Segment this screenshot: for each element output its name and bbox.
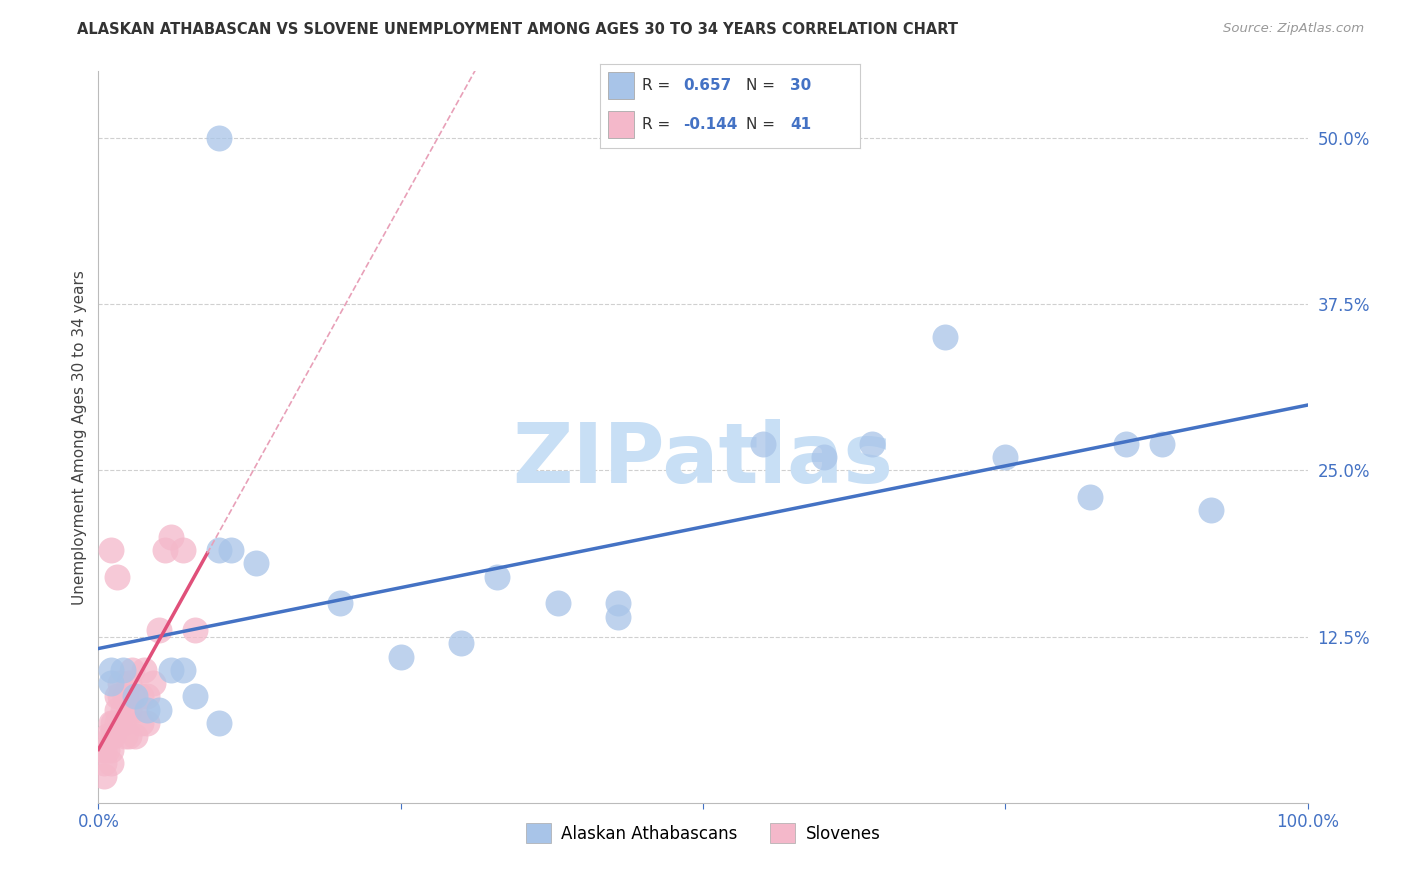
Point — [813, 450, 835, 464]
Point — [450, 636, 472, 650]
Point — [111, 716, 134, 731]
Point — [160, 530, 183, 544]
Point — [129, 690, 152, 704]
Point — [208, 543, 231, 558]
Point — [142, 676, 165, 690]
Point — [101, 716, 124, 731]
Point — [93, 769, 115, 783]
Point — [93, 756, 115, 770]
Point — [108, 690, 131, 704]
Point — [100, 663, 122, 677]
Point — [124, 729, 146, 743]
Point — [1199, 503, 1222, 517]
Point — [108, 716, 131, 731]
Point — [114, 690, 136, 704]
Point — [118, 703, 141, 717]
Point — [105, 690, 128, 704]
Point — [121, 690, 143, 704]
Point — [100, 756, 122, 770]
Point — [114, 729, 136, 743]
Text: ZIPatlas: ZIPatlas — [513, 418, 893, 500]
Point — [221, 543, 243, 558]
Point — [135, 690, 157, 704]
Point — [184, 690, 207, 704]
Point — [1078, 490, 1101, 504]
Point — [96, 729, 118, 743]
Y-axis label: Unemployment Among Ages 30 to 34 years: Unemployment Among Ages 30 to 34 years — [72, 269, 87, 605]
Point — [118, 729, 141, 743]
Point — [148, 703, 170, 717]
Point — [160, 663, 183, 677]
Point — [994, 450, 1017, 464]
Point — [752, 436, 775, 450]
Point — [124, 690, 146, 704]
Point — [96, 742, 118, 756]
Point — [172, 663, 194, 677]
Point — [129, 716, 152, 731]
Point — [486, 570, 509, 584]
Point — [108, 676, 131, 690]
Text: Source: ZipAtlas.com: Source: ZipAtlas.com — [1223, 22, 1364, 36]
Point — [105, 570, 128, 584]
Point — [111, 663, 134, 677]
Point — [105, 716, 128, 731]
Point — [245, 557, 267, 571]
Point — [547, 596, 569, 610]
Point — [100, 742, 122, 756]
Point — [124, 703, 146, 717]
Point — [860, 436, 883, 450]
Point — [135, 703, 157, 717]
Point — [184, 623, 207, 637]
Point — [607, 596, 630, 610]
Point — [100, 543, 122, 558]
Point — [607, 609, 630, 624]
Point — [118, 676, 141, 690]
Point — [134, 663, 156, 677]
Point — [105, 703, 128, 717]
Point — [100, 716, 122, 731]
Point — [934, 330, 956, 344]
Point — [93, 742, 115, 756]
Point — [208, 716, 231, 731]
Legend: Alaskan Athabascans, Slovenes: Alaskan Athabascans, Slovenes — [519, 817, 887, 849]
Point — [329, 596, 352, 610]
Point — [389, 649, 412, 664]
Point — [101, 729, 124, 743]
Point — [153, 543, 176, 558]
Point — [111, 703, 134, 717]
Point — [1115, 436, 1137, 450]
Point — [1152, 436, 1174, 450]
Text: ALASKAN ATHABASCAN VS SLOVENE UNEMPLOYMENT AMONG AGES 30 TO 34 YEARS CORRELATION: ALASKAN ATHABASCAN VS SLOVENE UNEMPLOYME… — [77, 22, 959, 37]
Point — [100, 676, 122, 690]
Point — [148, 623, 170, 637]
Point — [100, 729, 122, 743]
Point — [135, 716, 157, 731]
Point — [208, 131, 231, 145]
Point — [172, 543, 194, 558]
Point — [121, 663, 143, 677]
